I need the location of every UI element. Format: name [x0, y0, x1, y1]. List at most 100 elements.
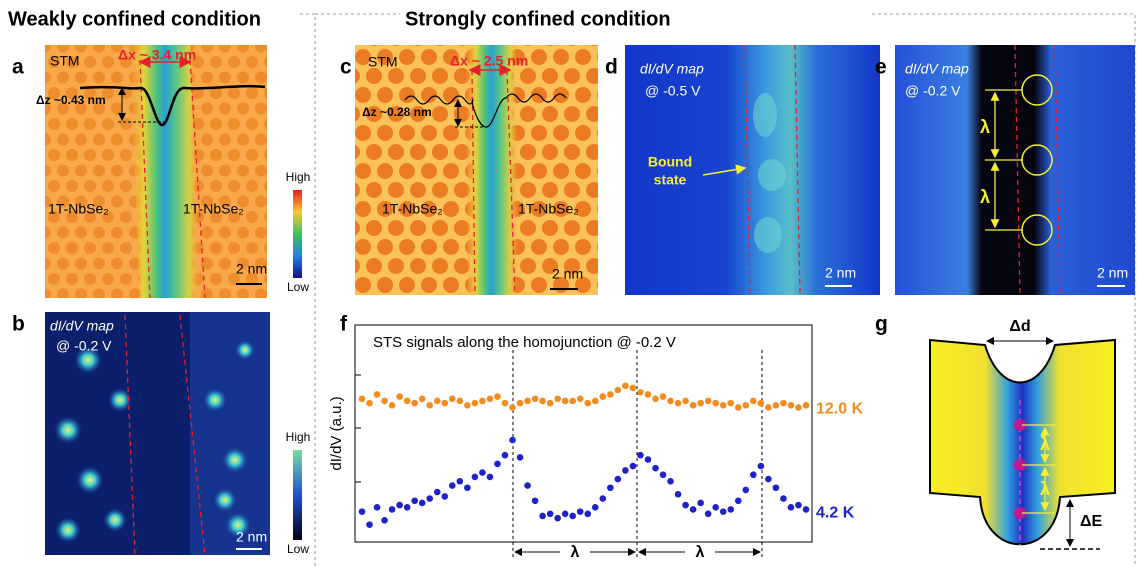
- point: [418, 499, 426, 507]
- circle-shape: [1014, 507, 1026, 519]
- label: Δx ~ 3.4 nm: [118, 47, 196, 63]
- point: [456, 397, 464, 405]
- point: [667, 397, 674, 405]
- point: [471, 399, 479, 407]
- point: [388, 401, 396, 409]
- rect-shape: [293, 190, 302, 278]
- point: [388, 506, 396, 513]
- label: 2 nm: [236, 261, 267, 277]
- point: [381, 517, 388, 524]
- point: [734, 404, 742, 411]
- rect-shape: [625, 45, 880, 295]
- point: [644, 456, 652, 463]
- point: [576, 508, 584, 515]
- label: λ: [980, 117, 990, 137]
- point: [501, 399, 509, 407]
- point: [629, 384, 637, 392]
- path-shape: [139, 59, 206, 299]
- point: [704, 510, 712, 518]
- circle-shape: [55, 517, 81, 543]
- label: 1T-NbSe₂: [48, 201, 109, 217]
- point: [742, 486, 750, 494]
- path-shape: [929, 338, 1116, 546]
- annotation: λ: [696, 544, 705, 561]
- point: [516, 399, 524, 407]
- label: @ -0.2 V: [56, 338, 112, 354]
- point: [772, 401, 780, 409]
- label: Low: [287, 280, 309, 294]
- point: [426, 401, 434, 409]
- point: [426, 495, 434, 502]
- point: [765, 404, 772, 411]
- point: [418, 395, 426, 403]
- point: [403, 397, 411, 405]
- point: [667, 477, 674, 485]
- label: λ: [980, 187, 990, 207]
- legend-label: 12.0 K: [816, 401, 864, 418]
- label: Δz ~0.43 nm: [36, 93, 106, 107]
- label: Δd: [1009, 318, 1030, 335]
- point: [366, 521, 373, 528]
- point: [403, 503, 411, 511]
- point: [742, 401, 750, 409]
- point: [554, 514, 561, 522]
- point: [524, 482, 531, 489]
- point: [727, 399, 735, 407]
- point: [358, 395, 366, 403]
- point: [449, 395, 456, 403]
- label: @ -0.5 V: [645, 83, 701, 99]
- point: [358, 508, 366, 515]
- panel-label: f: [340, 313, 348, 336]
- label: 2 nm: [1097, 265, 1128, 281]
- label: 2 nm: [552, 266, 583, 282]
- point: [674, 399, 682, 407]
- point: [479, 397, 486, 405]
- path-shape: [404, 93, 567, 128]
- point: [464, 401, 471, 409]
- point: [750, 471, 757, 479]
- label: 2 nm: [825, 265, 856, 281]
- label: Δx ~ 2.5 nm: [450, 53, 528, 69]
- circle-shape: [74, 346, 102, 374]
- point: [584, 399, 592, 407]
- label: dI/dV map: [640, 61, 704, 77]
- legend-label: 4.2 K: [816, 505, 855, 522]
- point: [546, 510, 554, 518]
- point: [719, 401, 727, 409]
- g-shape: [355, 374, 361, 483]
- label: 1T-NbSe₂: [382, 201, 443, 217]
- annotation: λ: [571, 544, 580, 561]
- point: [524, 397, 531, 405]
- point: [787, 401, 795, 409]
- point: [531, 497, 539, 505]
- point: [712, 399, 719, 407]
- panel-label: g: [875, 313, 888, 336]
- point: [652, 395, 659, 403]
- point: [599, 393, 607, 400]
- label: dI/dV map: [905, 61, 969, 77]
- point: [441, 399, 449, 407]
- path-shape: [79, 84, 266, 127]
- g-shape: [54, 340, 255, 543]
- g-shape: [1022, 424, 1055, 514]
- circle-shape: [225, 512, 251, 538]
- point: [494, 460, 501, 468]
- path-shape: [300, 13, 1136, 567]
- g-shape: [753, 93, 786, 253]
- label: @ -0.2 V: [905, 83, 961, 99]
- point: [659, 393, 667, 400]
- point: [411, 399, 418, 407]
- point: [381, 397, 388, 405]
- point: [802, 506, 810, 513]
- point: [464, 484, 471, 492]
- point: [689, 506, 697, 513]
- chart-title: STS signals along the homojunction @ -0.…: [373, 334, 676, 351]
- ellipse-shape: [753, 93, 777, 137]
- point: [674, 490, 682, 498]
- point: [629, 462, 637, 470]
- panel-label: b: [12, 313, 25, 336]
- point: [396, 501, 403, 509]
- point: [373, 391, 381, 398]
- point: [765, 475, 772, 483]
